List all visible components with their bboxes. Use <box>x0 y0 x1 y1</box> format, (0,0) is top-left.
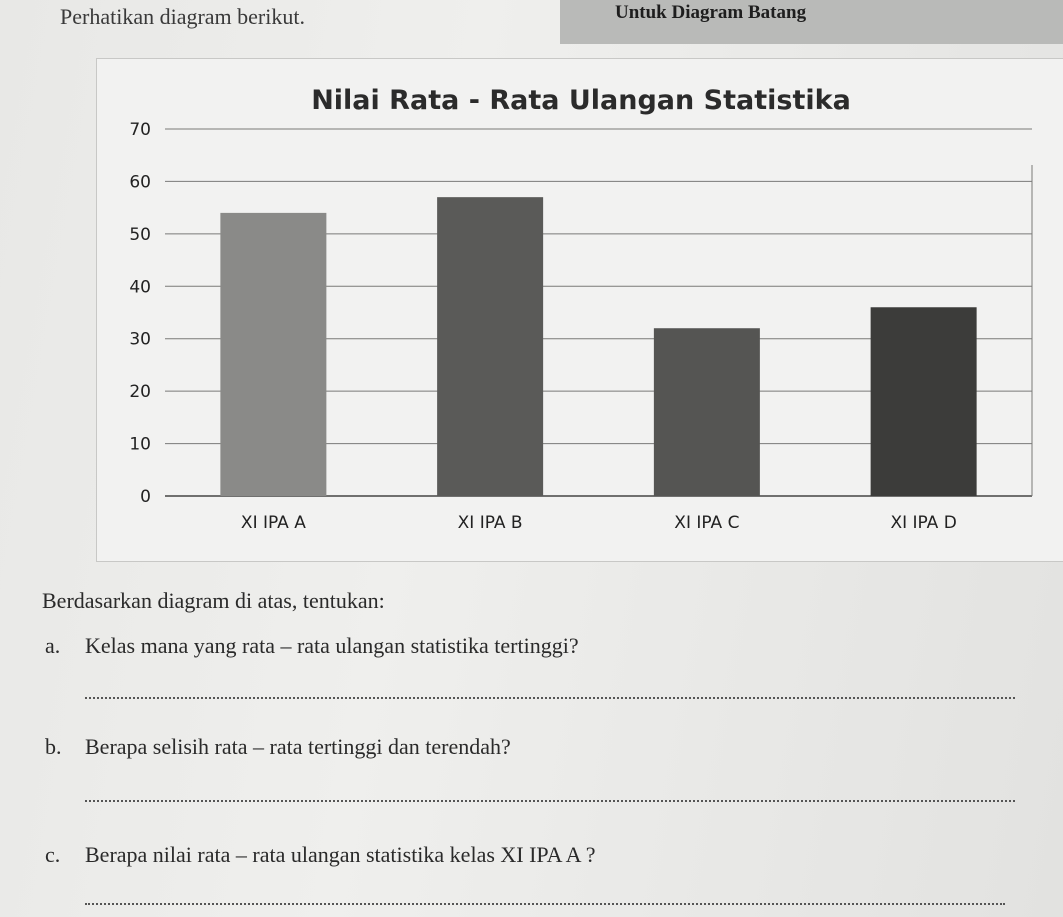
question-a: a. Kelas mana yang rata – rata ulangan st… <box>45 633 579 659</box>
y-tick-label: 30 <box>129 330 151 350</box>
answer-line-a[interactable] <box>85 697 1015 699</box>
question-letter: c. <box>45 842 61 867</box>
chart-title: Nilai Rata - Rata Ulangan Statistika <box>311 85 851 116</box>
question-c: c. Berapa nilai rata – rata ulangan stati… <box>45 842 596 868</box>
question-letter: b. <box>45 734 62 759</box>
answer-line-b[interactable] <box>85 800 1015 802</box>
answer-line-c[interactable] <box>85 903 1005 905</box>
x-tick-label: XI IPA D <box>890 513 956 533</box>
bar <box>437 197 544 496</box>
y-tick-label: 50 <box>129 225 151 245</box>
y-tick-label: 60 <box>129 172 151 192</box>
question-text: Berapa nilai rata – rata ulangan statist… <box>85 842 596 867</box>
question-text: Kelas mana yang rata – rata ulangan stat… <box>85 633 579 658</box>
question-b: b. Berapa selisih rata – rata tertinggi d… <box>45 734 511 760</box>
questions-lead: Berdasarkan diagram di atas, tentukan: <box>42 588 385 613</box>
y-tick-label: 0 <box>140 487 151 507</box>
x-tick-label: XI IPA C <box>674 513 739 533</box>
header-band <box>560 0 1063 44</box>
y-tick-label: 40 <box>129 277 151 297</box>
bar <box>653 328 760 496</box>
bar-chart: Nilai Rata - Rata Ulangan Statistika 0 10 2… <box>129 85 1033 533</box>
bar <box>870 307 977 496</box>
question-text: Berapa selisih rata – rata tertinggi dan… <box>85 734 511 759</box>
header-title: Untuk Diagram Batang <box>615 2 807 23</box>
intro-text: Perhatikan diagram berikut. <box>60 4 305 29</box>
y-tick-label: 20 <box>129 382 151 402</box>
x-tick-label: XI IPA B <box>458 513 523 533</box>
question-letter: a. <box>45 633 61 658</box>
bar-chart-frame: Nilai Rata - Rata Ulangan Statistika 0 10 2… <box>96 58 1063 562</box>
y-tick-label: 70 <box>129 120 151 140</box>
x-tick-label: XI IPA A <box>241 513 306 533</box>
bar <box>220 212 327 496</box>
y-tick-label: 10 <box>129 435 151 455</box>
